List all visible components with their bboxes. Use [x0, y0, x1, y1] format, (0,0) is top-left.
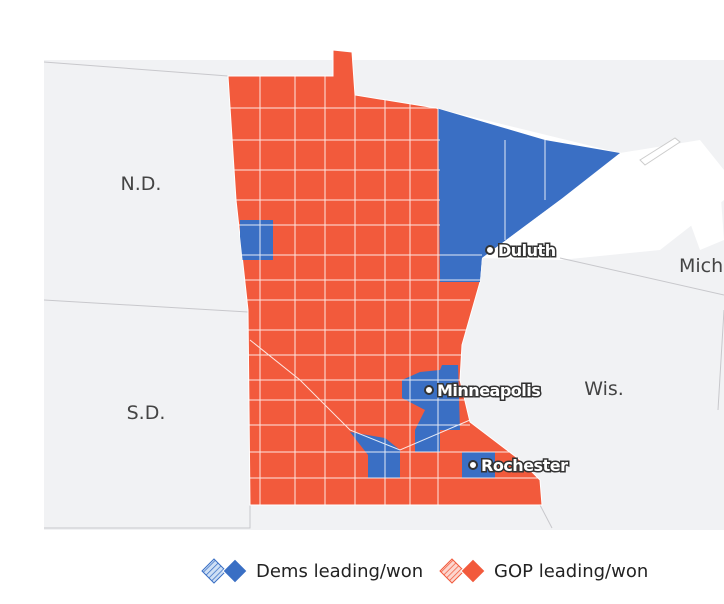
- lake-superior: [436, 108, 724, 260]
- state-label: Mich: [679, 255, 723, 277]
- county-lines: [228, 60, 546, 505]
- state-label: S.D.: [127, 402, 166, 424]
- city-dot: [468, 460, 478, 470]
- city-label: Duluth: [498, 241, 556, 260]
- minnesota: [227, 49, 622, 506]
- state-label: N.D.: [121, 173, 162, 195]
- city-label: Minneapolis: [437, 381, 540, 400]
- city-dot: [424, 385, 434, 395]
- lake-michigan: [680, 185, 724, 250]
- legend-label: GOP leading/won: [494, 561, 648, 582]
- legend: Dems leading/won GOP leading/won: [201, 558, 648, 584]
- legend-label: Dems leading/won: [256, 561, 423, 582]
- state-label: Wis.: [584, 378, 624, 400]
- city-dot: [485, 245, 495, 255]
- island: [639, 137, 681, 166]
- city-label: Rochester: [481, 456, 568, 475]
- borders: [44, 61, 724, 529]
